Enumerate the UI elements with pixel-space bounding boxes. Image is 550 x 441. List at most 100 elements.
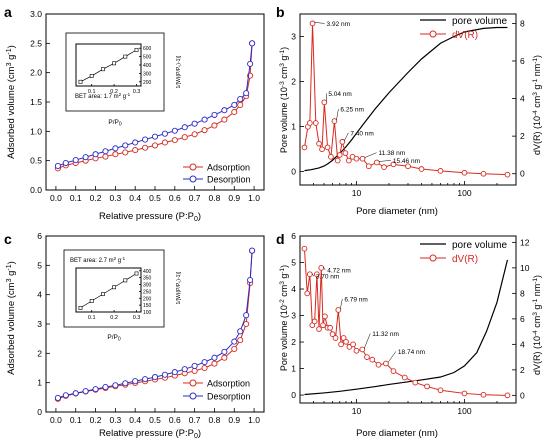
y-right-tick-label: 6 <box>520 314 525 324</box>
data-point-desorption <box>243 312 250 319</box>
y-right-tick-label: 2 <box>520 365 525 375</box>
panel-b-xlabel: Pore diameter (nm) <box>356 206 438 217</box>
y-tick-label: 5 <box>37 260 42 270</box>
data-point-desorption <box>231 338 238 345</box>
data-point-desorption <box>92 151 99 158</box>
y-right-tick-label: 8 <box>520 18 525 28</box>
data-point-desorption <box>249 40 256 47</box>
y-tick-label: 3 <box>37 319 42 329</box>
y-right-tick-label: 2 <box>520 131 525 141</box>
annotation-label: 6.79 nm <box>344 296 368 303</box>
data-point-desorption <box>247 60 254 67</box>
annotation-label: 3.70 nm <box>316 274 340 281</box>
x-tick-label: 0.0 <box>50 193 62 203</box>
panel-b-ylabel-left: Pore volume (10-3 cm3 g-1) <box>279 47 289 153</box>
data-point-desorption <box>92 386 99 393</box>
data-point-desorption <box>112 382 119 389</box>
series-line-dvr <box>303 23 508 176</box>
data-point-desorption <box>82 388 89 395</box>
y-tick-label: 3.0 <box>30 9 42 19</box>
data-point-adsorption <box>231 108 238 116</box>
data-point-desorption <box>231 101 238 108</box>
x-tick-label: 0.2 <box>90 193 102 203</box>
x-tick-label: 0.5 <box>149 193 161 203</box>
data-point-dvr <box>332 335 339 341</box>
data-point-dvr <box>318 265 325 271</box>
panel-d-label: d <box>276 231 285 247</box>
data-point-desorption <box>243 90 250 97</box>
inset-y-tick-label: 400 <box>143 269 152 275</box>
annotation-label: 7.40 nm <box>350 130 374 137</box>
data-point-dvr <box>328 153 334 160</box>
data-point-desorption <box>247 276 254 284</box>
data-point-adsorption <box>171 137 178 144</box>
annotation-leader <box>364 152 377 158</box>
data-point-dvr <box>437 168 444 174</box>
x-tick-label: 0.1 <box>70 415 82 425</box>
panel-d-ylabel-left: Pore volume (10-2 cm3 g-1) <box>279 265 289 371</box>
y-left-tick-label: 3 <box>291 32 296 42</box>
annotation-leader <box>340 298 343 309</box>
data-point-dvr <box>309 20 316 27</box>
panel-c-label: c <box>4 231 12 247</box>
data-point-desorption <box>72 157 79 164</box>
data-point-dvr <box>316 140 322 147</box>
inset-y-tick-label: 400 <box>143 63 152 69</box>
inset-point <box>78 305 83 310</box>
data-point-dvr <box>418 166 425 172</box>
data-point-dvr <box>364 354 370 360</box>
data-point-dvr <box>304 290 311 297</box>
data-point-desorption <box>112 145 119 152</box>
inset-y-tick-label: 200 <box>143 80 152 86</box>
annotation-label: 11.38 nm <box>379 150 406 157</box>
data-point-adsorption <box>201 127 208 134</box>
data-point-dvr <box>405 163 411 170</box>
data-point-adsorption <box>122 149 129 156</box>
data-point-dvr <box>359 155 366 162</box>
data-point-dvr <box>338 341 344 348</box>
inset-point <box>112 285 117 290</box>
inset-point <box>78 79 83 84</box>
data-point-dvr <box>316 326 322 332</box>
data-point-dvr <box>383 360 389 367</box>
series-line-pore-volume <box>304 259 509 396</box>
data-point-desorption <box>151 374 159 381</box>
legend-desorption-c: Desorption <box>207 392 251 402</box>
data-point-dvr <box>320 322 326 329</box>
x-tick-label: 100 <box>457 406 471 416</box>
inset-y-tick-label: 500 <box>143 55 152 61</box>
annotation-leader <box>364 333 371 349</box>
data-point-desorption <box>221 348 228 355</box>
data-point-desorption <box>62 392 69 399</box>
data-point-desorption <box>161 371 168 378</box>
inset-y-tick-label: 350 <box>143 276 152 282</box>
data-point-desorption <box>211 354 218 361</box>
panel-a-xlabel: Relative pressure (P:P0) <box>99 211 201 223</box>
data-point-dvr <box>374 159 380 166</box>
data-point-dvr <box>321 99 328 106</box>
annotation-leader <box>336 109 339 121</box>
data-point-desorption <box>122 380 129 387</box>
panel-b: b 10 100 0 1 2 3 0 2 4 6 8 3.92 nm 5.04 nm 6.25 nm 7.4… <box>276 4 542 217</box>
y-tick-label: 2 <box>37 348 42 358</box>
data-point-desorption <box>142 376 149 383</box>
inset-x-tick-label: 0.1 <box>88 89 96 95</box>
data-point-adsorption <box>151 142 159 149</box>
legend-desorption-a: Desorption <box>207 175 251 185</box>
inset-y-tick-label: 300 <box>143 283 152 289</box>
panel-d-xlabel: Pore diameter (nm) <box>356 428 438 439</box>
data-point-desorption <box>201 116 208 123</box>
y-left-tick-label: 2 <box>291 337 296 347</box>
y-tick-label: 0 <box>37 407 42 417</box>
data-point-dvr <box>461 390 468 397</box>
legend-adsorption-a: Adsorption <box>207 163 250 173</box>
data-point-dvr <box>424 383 430 390</box>
inset-c-ylabel: 1/[W((P/P₀)-1)] <box>176 271 182 305</box>
data-point-adsorption <box>102 153 109 160</box>
data-point-desorption <box>161 130 168 137</box>
y-tick-label: 2.5 <box>30 38 42 48</box>
data-point-dvr <box>301 144 308 151</box>
panel-a-plot: 0.0 0.1 0.2 0.3 0.4 0.5 0.6 0.7 0.8 0.9 1.0 0.0 0.5 1… <box>30 9 265 203</box>
